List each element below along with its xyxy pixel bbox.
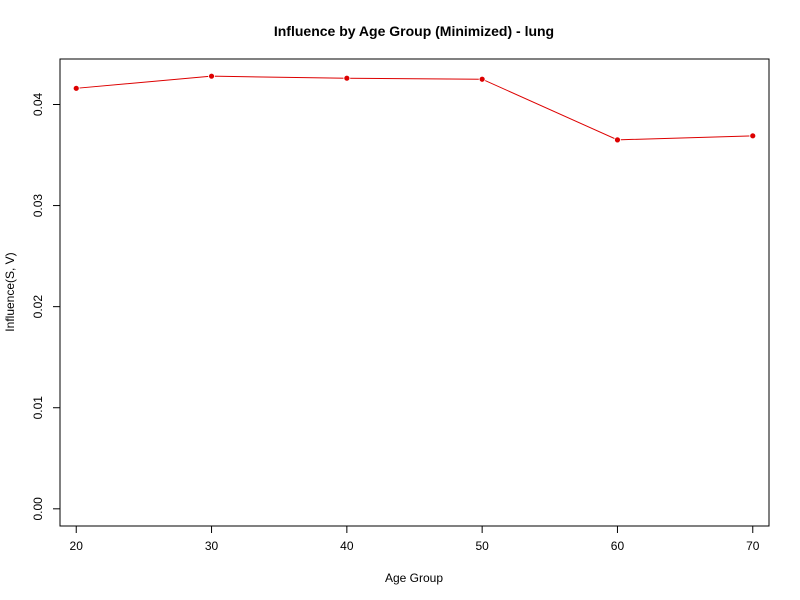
data-point <box>72 84 80 92</box>
x-axis-label: Age Group <box>385 571 443 585</box>
x-tick-label: 50 <box>475 539 489 553</box>
x-tick-label: 40 <box>340 539 354 553</box>
x-tick-label: 60 <box>611 539 625 553</box>
chart-title: Influence by Age Group (Minimized) - lun… <box>274 23 554 39</box>
data-point <box>614 136 621 144</box>
data-point <box>478 75 486 83</box>
data-point <box>749 132 757 140</box>
data-point <box>343 74 351 82</box>
x-axis: 20 30 40 50 60 70 <box>70 525 760 553</box>
series-line <box>76 75 753 141</box>
x-tick-label: 70 <box>746 539 760 553</box>
x-tick-label: 30 <box>205 539 219 553</box>
series-layer <box>72 72 757 144</box>
y-axis: 0.00 0.01 0.02 0.03 0.04 <box>31 92 61 521</box>
y-tick-label: 0.00 <box>31 497 45 521</box>
y-tick-label: 0.03 <box>31 194 45 218</box>
y-axis-label: Influence(S, V) <box>3 252 17 331</box>
y-tick-label: 0.04 <box>31 92 45 116</box>
x-tick-label: 20 <box>70 539 84 553</box>
y-tick-label: 0.02 <box>31 295 45 319</box>
y-tick-label: 0.01 <box>31 396 45 420</box>
plot-frame <box>59 58 770 527</box>
data-point <box>208 72 215 80</box>
